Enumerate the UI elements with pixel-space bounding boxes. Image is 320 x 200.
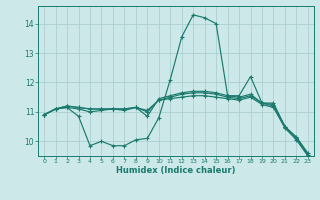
X-axis label: Humidex (Indice chaleur): Humidex (Indice chaleur)	[116, 166, 236, 175]
